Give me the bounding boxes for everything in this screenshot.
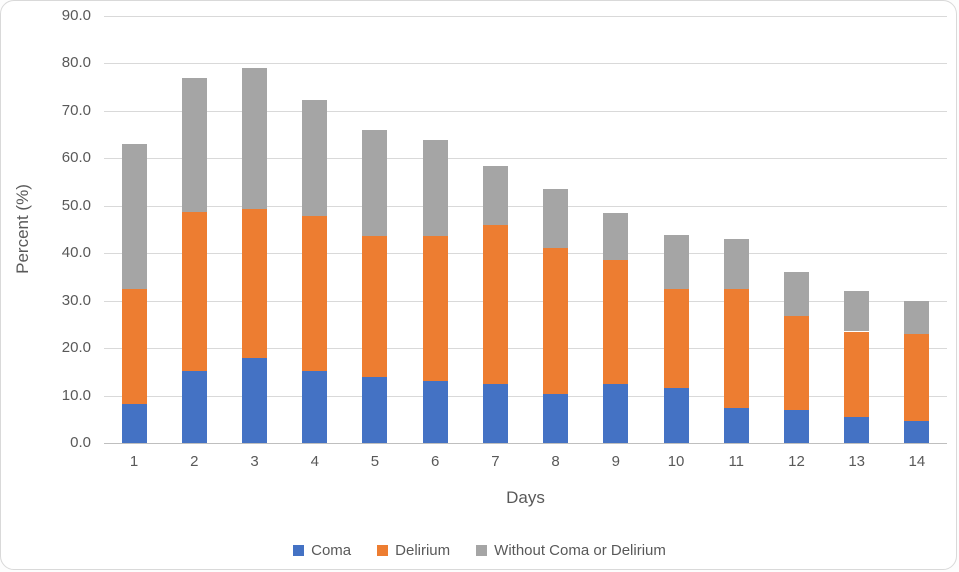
bar-day5-delirium [362, 235, 388, 378]
gridline-40 [104, 253, 947, 255]
bar-day10-without-coma-or-delirium [663, 235, 689, 289]
bar-day13-coma [844, 417, 870, 443]
legend-label: Coma [311, 542, 352, 559]
gridline-70 [104, 110, 947, 112]
x-tick-label-8: 8 [551, 453, 560, 470]
bar-day5-without-coma-or-delirium [362, 129, 388, 236]
x-tick-label-10: 10 [667, 453, 685, 470]
y-tick-label-40: 40.0 [61, 244, 91, 262]
y-tick-label-80: 80.0 [61, 54, 91, 72]
gridline-80 [104, 63, 947, 65]
x-tick-label-3: 3 [250, 453, 259, 470]
bar-day14-without-coma-or-delirium [904, 301, 930, 334]
bar-day1-delirium [121, 288, 147, 404]
x-tick-label-13: 13 [848, 453, 866, 470]
legend-label: Without Coma or Delirium [494, 542, 666, 559]
bar-day8-without-coma-or-delirium [543, 189, 569, 249]
bar-day14-delirium [904, 333, 930, 421]
bar-day2-coma [181, 371, 207, 443]
bar-day7-coma [482, 384, 508, 443]
chart-legend: Coma Delirium Without Coma or Delirium [1, 542, 956, 559]
bar-day13-delirium [844, 331, 870, 418]
bar-day4-coma [302, 371, 328, 443]
y-tick-label-10: 10.0 [61, 386, 91, 404]
y-axis-title-text: Percent (%) [13, 184, 32, 274]
legend-swatch-icon [476, 545, 488, 556]
bar-day3-without-coma-or-delirium [242, 67, 268, 209]
bar-day7-delirium [482, 225, 508, 385]
bar-day1-without-coma-or-delirium [121, 143, 147, 289]
x-tick-label-4: 4 [310, 453, 319, 470]
legend-label: Delirium [395, 542, 451, 559]
legend-item-delirium: Delirium [377, 542, 450, 559]
x-tick-label-11: 11 [728, 453, 745, 470]
bar-day8-coma [543, 394, 569, 443]
bar-day3-coma [242, 358, 268, 443]
x-tick-label-1: 1 [129, 453, 139, 470]
bar-day4-without-coma-or-delirium [302, 99, 328, 217]
x-tick-label-2: 2 [190, 453, 199, 470]
x-tick-label-6: 6 [431, 453, 440, 470]
bar-day6-without-coma-or-delirium [422, 139, 448, 237]
y-tick-label-90: 90.0 [61, 7, 91, 24]
y-tick-label-70: 70.0 [61, 101, 91, 119]
y-tick-label-20: 20.0 [61, 339, 91, 357]
y-tick-label-60: 60.0 [61, 149, 91, 167]
x-axis-title: Days [506, 488, 545, 507]
gridline-90 [104, 16, 947, 17]
bar-day9-without-coma-or-delirium [603, 212, 629, 260]
y-tick-label-50: 50.0 [61, 196, 91, 214]
x-tick-label-9: 9 [611, 453, 620, 470]
gridline-0 [104, 443, 947, 444]
y-tick-label-0: 0.0 [70, 434, 91, 451]
gridline-10 [104, 395, 947, 397]
bar-day4-delirium [302, 216, 328, 372]
bar-day12-delirium [783, 315, 809, 411]
bar-day6-coma [422, 380, 448, 443]
bar-day1-coma [121, 403, 147, 443]
bar-day11-coma [723, 407, 749, 443]
legend-swatch-icon [293, 545, 305, 556]
bar-day12-without-coma-or-delirium [783, 271, 809, 316]
bar-day12-coma [783, 410, 809, 443]
bar-day7-without-coma-or-delirium [482, 165, 508, 226]
legend-item-without-coma-or-delirium: Without Coma or Delirium [476, 542, 666, 559]
bar-day8-delirium [543, 248, 569, 395]
gridline-30 [104, 300, 947, 302]
gridline-20 [104, 348, 947, 350]
x-tick-label-5: 5 [370, 453, 380, 470]
gridline-50 [104, 205, 947, 207]
bar-day11-delirium [723, 289, 749, 408]
bar-day3-delirium [242, 208, 268, 359]
x-tick-label-14: 14 [908, 453, 926, 470]
bar-day6-delirium [422, 236, 448, 381]
bar-day13-without-coma-or-delirium [844, 291, 870, 332]
y-tick-label-30: 30.0 [61, 291, 91, 309]
bar-day5-coma [362, 377, 388, 443]
legend-item-coma: Coma [293, 542, 351, 559]
x-tick-label-7: 7 [491, 453, 500, 470]
bar-day9-coma [603, 384, 629, 443]
bar-day10-coma [663, 387, 689, 443]
bar-day11-without-coma-or-delirium [723, 238, 749, 290]
bar-day10-delirium [663, 288, 689, 388]
bar-day2-delirium [181, 212, 207, 372]
bar-day14-coma [904, 420, 930, 443]
gridline-60 [104, 158, 947, 160]
bar-day9-delirium [603, 259, 629, 385]
x-tick-label-12: 12 [788, 453, 805, 470]
bar-day2-without-coma-or-delirium [181, 77, 207, 213]
legend-swatch-icon [377, 545, 389, 556]
